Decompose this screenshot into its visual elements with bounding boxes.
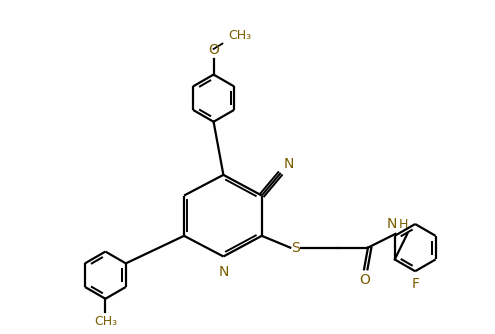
Text: N: N [218,265,229,279]
Text: CH₃: CH₃ [228,29,251,42]
Text: S: S [291,240,299,255]
Text: N: N [387,217,397,231]
Text: CH₃: CH₃ [94,315,117,328]
Text: F: F [411,277,419,291]
Text: H: H [398,218,408,231]
Text: N: N [284,157,294,171]
Text: O: O [208,43,219,57]
Text: O: O [359,273,370,287]
